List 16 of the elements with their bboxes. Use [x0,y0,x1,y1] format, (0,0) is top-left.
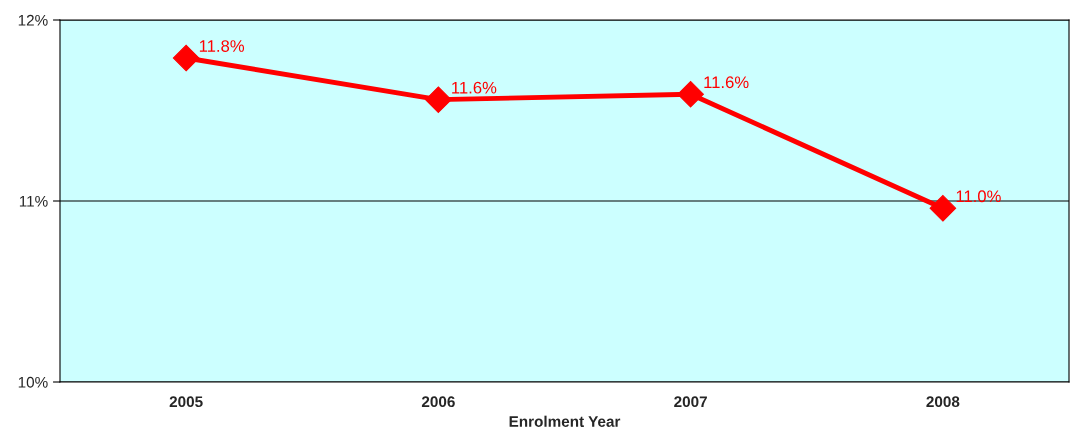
x-axis-title: Enrolment Year [509,415,621,427]
x-tick-label: 2006 [421,396,455,408]
data-label: 11.8% [199,40,245,52]
data-label: 11.6% [452,81,497,94]
x-tick-label: 2005 [169,396,203,408]
data-label: 11.0% [956,190,1001,203]
point [929,194,957,222]
point [172,44,200,72]
point [425,86,452,113]
point [677,80,704,108]
y-tick-label: 12% [18,14,48,26]
x-tick-label: 2007 [674,396,707,408]
y-tick-label: 10% [18,376,48,388]
y-tick-label: 11% [19,195,48,207]
data-label: 11.6% [704,76,749,89]
x-tick-label: 2008 [926,396,960,408]
